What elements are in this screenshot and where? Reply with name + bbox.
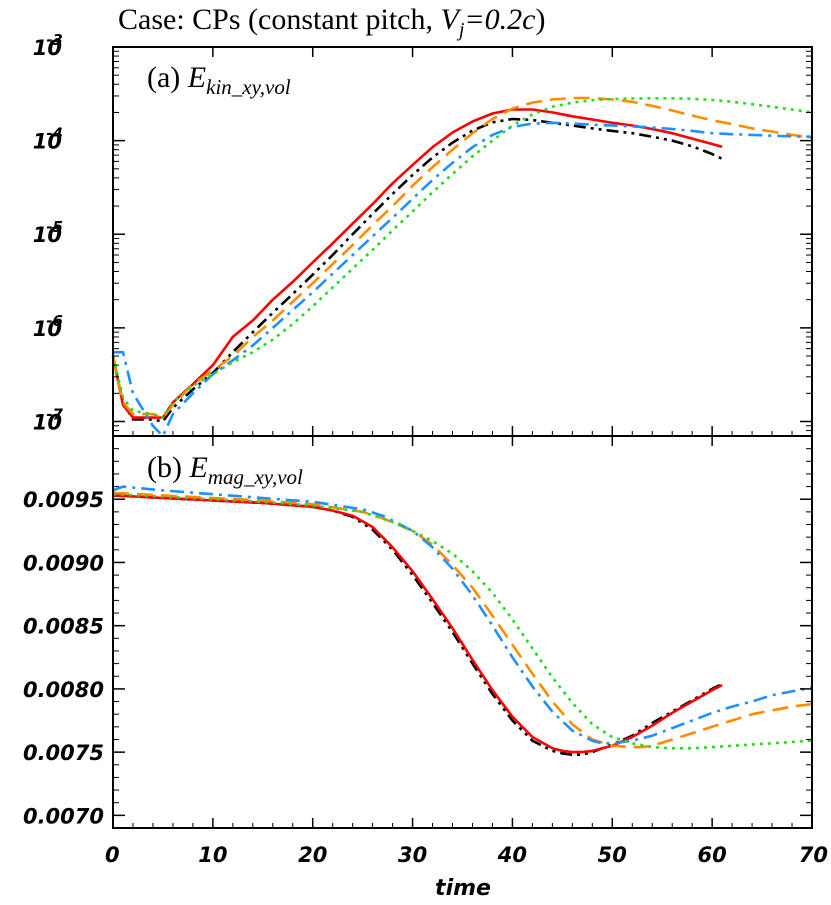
panel-a-series	[111, 96, 813, 438]
panel-b-x-tick-label: 10	[198, 843, 227, 867]
panel-b-label: (b) Emag_xy,vol	[147, 451, 303, 489]
panel-a-y-tick-label: 10-4	[33, 125, 63, 154]
panel-a-y-tick-label: 10-6	[33, 312, 63, 341]
panel-b-y-tick-label: 0.0090	[23, 551, 104, 575]
panel-a-y-tick-label: 10-5	[33, 218, 63, 247]
panel-a-y-tick-label: 10-7	[33, 405, 64, 434]
panel-b-series-4	[112, 485, 813, 745]
panel-b-magnetic-energy: 0.0070 0.0075 0.0080 0.0085 0.0090 0.0095 0 10…	[23, 435, 828, 901]
x-axis-label: time	[435, 876, 491, 901]
panel-b-x-tick-label: 60	[698, 843, 727, 867]
figure-title: Case: CPs (constant pitch, Vj=0.2c)	[118, 3, 545, 41]
panel-a-label: (a) Ekin_xy,vol	[147, 61, 291, 99]
panel-b-y-tick-label: 0.0075	[23, 741, 104, 765]
panel-b-x-tick-label: 70	[799, 843, 828, 867]
panel-b-x-tick-label: 50	[598, 843, 627, 867]
panel-b-series-5	[112, 492, 813, 750]
panel-b-y-tick-label: 0.0070	[23, 804, 104, 828]
panel-b-series-2	[112, 494, 723, 754]
panel-b-series-3	[112, 491, 813, 749]
panel-b-y-tick-label: 0.0085	[23, 615, 104, 639]
panel-a-series-5	[111, 97, 813, 419]
panel-b-x-tick-labels: 0 10 20 30 40 50 60 70	[105, 843, 828, 867]
panel-b-y-tick-label: 0.0095	[23, 488, 104, 512]
panel-b-y-tick-label: 0.0080	[23, 678, 104, 702]
panel-a-series-4	[113, 121, 813, 438]
panel-b-series	[112, 485, 813, 757]
panel-b-x-tick-label: 20	[298, 843, 327, 867]
panel-b-y-tick-labels: 0.0070 0.0075 0.0080 0.0085 0.0090 0.0095	[23, 488, 104, 828]
panel-b-x-tick-label: 30	[398, 843, 427, 867]
panel-a-y-tick-label: 10-3	[33, 31, 63, 60]
panel-b-x-tick-label: 0	[105, 843, 120, 867]
panel-b-x-tick-label: 40	[497, 843, 527, 867]
panel-b-frame	[112, 435, 813, 829]
panel-b-ticks	[112, 436, 813, 829]
panel-a-y-tick-labels: 10-3 10-4 10-5 10-6 10-7	[33, 31, 64, 434]
panel-a-ticks	[112, 46, 813, 437]
panel-a-kinetic-energy: 10-3 10-4 10-5 10-6 10-7 (a) Ekin_xy,vol	[33, 31, 813, 438]
panel-a-series-2	[111, 108, 723, 419]
panel-a-series-1	[111, 117, 723, 423]
panel-a-frame	[112, 46, 813, 437]
